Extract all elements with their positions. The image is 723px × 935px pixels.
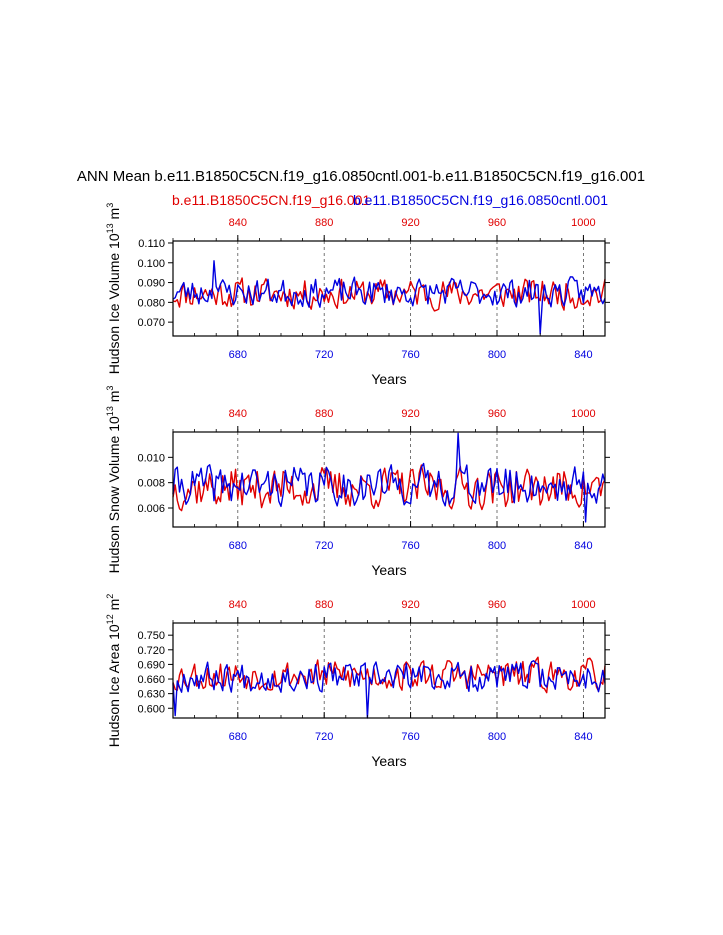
panels: 680 720 760 800 840 840 880 920 960 1000 0.070 0.08… [105,203,610,769]
x-tick-label-bottom: 800 [488,540,506,552]
y-tick-label: 0.010 [137,452,165,464]
series-line-blue [172,660,606,719]
y-axis-label-part: m [106,208,122,224]
x-tick-label-bottom: 760 [401,731,419,743]
x-tick-label-top: 960 [488,408,506,420]
y-axis-label: Hudson Ice Area 1012 m2 [105,594,122,748]
y-axis-label-part: 3 [105,203,115,208]
x-tick-label-bottom: 800 [488,731,506,743]
subtitle-left: b.e11.B1850C5CN.f19_g16.001 [172,192,370,208]
series-line-red [172,656,606,694]
y-axis-label-part: 13 [105,223,115,233]
y-axis-label-part: 2 [105,594,115,599]
x-tick-label-top: 880 [315,599,333,611]
chart-panel-2: 680 720 760 800 840 840 880 920 960 1000 0.006 0.00… [105,386,610,578]
x-axis-label: Years [371,753,406,769]
x-tick-label-top: 920 [401,217,419,229]
x-tick-label-bottom: 840 [574,349,592,361]
y-tick-label: 0.600 [137,703,165,715]
y-axis-label-part: m [106,599,122,615]
y-axis-label-part: 12 [105,614,115,624]
x-tick-label-bottom: 760 [401,349,419,361]
y-axis-label-part: Hudson Snow Volume 10 [106,416,122,573]
x-tick-label-top: 840 [229,599,247,611]
x-tick-label-bottom: 840 [574,540,592,552]
x-tick-label-top: 960 [488,217,506,229]
x-axis-label: Years [371,371,406,387]
y-tick-label: 0.070 [137,317,165,329]
x-tick-label-top: 1000 [571,217,595,229]
y-tick-label: 0.110 [138,238,165,250]
x-tick-label-bottom: 720 [315,540,333,552]
x-tick-label-top: 880 [315,217,333,229]
y-tick-label: 0.090 [137,278,165,290]
x-tick-label-top: 880 [315,408,333,420]
x-tick-label-bottom: 680 [229,540,247,552]
y-axis-label-part: Hudson Ice Volume 10 [106,233,122,374]
y-axis-label-part: 3 [105,386,115,391]
subtitle-right: b.e11.B1850C5CN.f19_g16.0850cntl.001 [353,192,608,208]
y-axis-label-part: Hudson Ice Area 10 [106,624,122,747]
x-tick-label-top: 920 [401,599,419,611]
y-tick-label: 0.720 [137,645,165,657]
chart-panel-1: 680 720 760 800 840 840 880 920 960 1000 0.070 0.08… [105,203,610,387]
y-axis-label-part: m [106,391,122,407]
y-tick-label: 0.006 [137,503,165,515]
x-tick-label-top: 840 [229,408,247,420]
x-axis-label: Years [371,562,406,578]
y-axis-label: Hudson Snow Volume 1013 m3 [105,386,122,574]
y-tick-label: 0.630 [137,689,165,701]
series-line-blue [172,432,606,523]
y-tick-label: 0.080 [137,297,165,309]
x-tick-label-top: 1000 [571,408,595,420]
series-line-blue [172,260,606,335]
x-tick-label-bottom: 760 [401,540,419,552]
x-tick-label-bottom: 680 [229,349,247,361]
y-tick-label: 0.690 [137,659,165,671]
x-tick-label-top: 920 [401,408,419,420]
chart-panel-3: 680 720 760 800 840 840 880 920 960 1000 0.600 0.63… [105,594,610,769]
x-tick-label-bottom: 800 [488,349,506,361]
y-axis-label: Hudson Ice Volume 1013 m3 [105,203,122,374]
y-tick-label: 0.008 [137,478,165,490]
x-tick-label-bottom: 840 [574,731,592,743]
x-tick-label-top: 840 [229,217,247,229]
x-tick-label-bottom: 720 [315,731,333,743]
y-tick-label: 0.750 [137,630,165,642]
x-tick-label-bottom: 720 [315,349,333,361]
y-tick-label: 0.660 [137,674,165,686]
main-title: ANN Mean b.e11.B1850C5CN.f19_g16.0850cnt… [77,168,645,185]
x-tick-label-bottom: 680 [229,731,247,743]
y-axis-label-part: 13 [105,406,115,416]
x-tick-label-top: 960 [488,599,506,611]
y-tick-label: 0.100 [137,258,165,270]
x-tick-label-top: 1000 [571,599,595,611]
series-line-red [172,277,606,312]
